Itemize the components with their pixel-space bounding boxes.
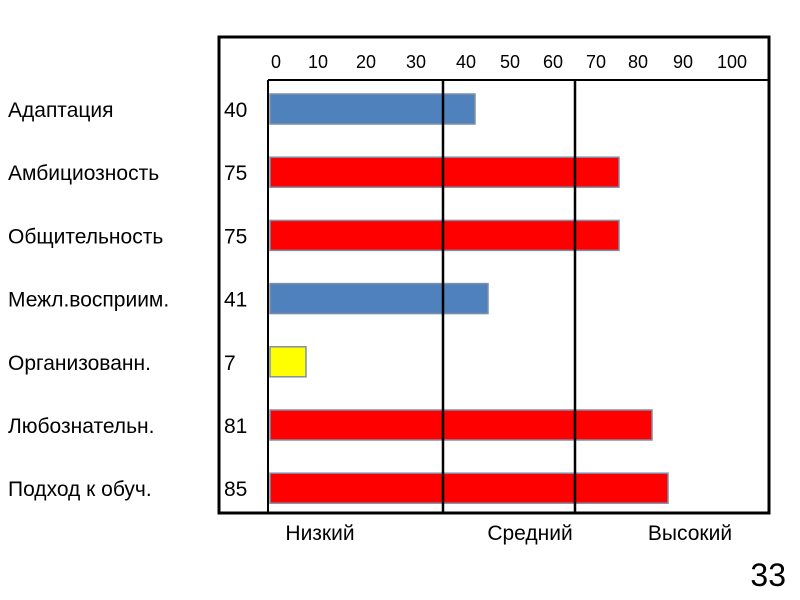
x-tick-label: 80: [628, 52, 648, 72]
chart-frame: [217, 35, 771, 515]
bar: [269, 93, 476, 125]
slide-number: 33: [750, 557, 786, 593]
value-labels: 40 75 75 41 7 81 85: [224, 99, 247, 501]
bar: [269, 409, 653, 441]
x-tick-label: 70: [586, 52, 606, 72]
category-label: Межл.восприим.: [8, 289, 169, 312]
x-tick-label: 30: [406, 52, 426, 72]
zone-label: Средний: [487, 522, 572, 545]
data-label: 85: [224, 478, 247, 501]
category-labels: Адаптация Амбициозность Общительность Межл.…: [8, 99, 169, 501]
x-tick-label: 20: [356, 52, 376, 72]
zone-label: Низкий: [285, 522, 354, 545]
bars: [269, 93, 669, 504]
x-tick-label: 40: [456, 52, 476, 72]
x-tick-label: 100: [717, 52, 747, 72]
zone-labels: Низкий Средний Высокий: [285, 522, 732, 545]
bar: [269, 472, 669, 504]
x-tick-label: 50: [500, 52, 520, 72]
data-label: 41: [224, 289, 247, 312]
data-label: 7: [224, 352, 236, 375]
category-label: Подход к обуч.: [8, 478, 152, 501]
zone-label: Высокий: [648, 522, 732, 545]
data-label: 40: [224, 99, 247, 122]
x-tick-label: 90: [673, 52, 693, 72]
category-label: Амбициозность: [8, 162, 159, 185]
category-label: Общительность: [8, 225, 163, 248]
data-label: 75: [224, 225, 247, 248]
category-label: Адаптация: [8, 99, 114, 122]
data-label: 75: [224, 162, 247, 185]
bar: [269, 156, 620, 188]
zone-boundaries: [441, 80, 577, 513]
bar: [269, 282, 489, 315]
x-tick-label: 0: [271, 52, 281, 72]
data-label: 81: [224, 415, 247, 438]
bar: [269, 346, 307, 378]
category-label: Организованн.: [8, 352, 151, 375]
category-label: Любознательн.: [8, 415, 154, 438]
x-tick-label: 10: [308, 52, 328, 72]
bar: [269, 219, 620, 252]
x-tick-labels: 0 10 20 30 40 50 60 70 80 90 100: [271, 52, 747, 72]
x-tick-label: 60: [543, 52, 563, 72]
